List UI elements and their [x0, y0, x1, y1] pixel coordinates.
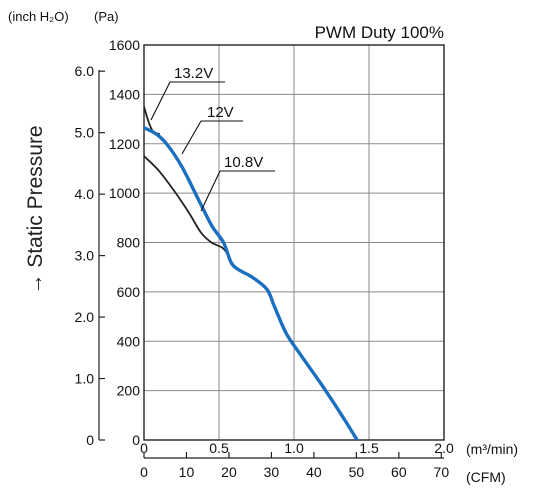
cfm-tick-label: 40 [306, 464, 322, 480]
pa-tick-label: 400 [117, 333, 141, 349]
annotation-leader-10-8v [200, 170, 221, 212]
pa-tick-label: 1400 [109, 86, 140, 102]
m3min-tick-label: 1.0 [284, 440, 304, 456]
annotation-leader-13-2v [150, 81, 171, 121]
series-layer [144, 105, 360, 440]
cfm-tick-label: 0 [140, 464, 148, 480]
cfm-tick-label: 60 [391, 464, 407, 480]
m3min-tick-label: 2.0 [434, 440, 454, 456]
series-line-10-8v [144, 155, 228, 254]
series-line-12v [144, 126, 360, 440]
unit-pa: (Pa) [94, 9, 119, 24]
cfm-tick-label: 70 [434, 464, 450, 480]
annotation-label-12v: 12V [207, 104, 234, 121]
inch-tick-label: 6.0 [75, 63, 95, 79]
inch-tick-label: 4.0 [75, 186, 95, 202]
grid-lines [144, 45, 444, 440]
pa-tick-label: 800 [117, 235, 141, 251]
pa-tick-label: 1600 [109, 37, 140, 53]
inch-tick-label: 1.0 [75, 371, 95, 387]
pa-tick-label: 1200 [109, 136, 140, 152]
cfm-tick-label: 30 [264, 464, 280, 480]
chart-title: PWM Duty 100% [315, 23, 444, 42]
labels-layer: (inch H₂O) (Pa) PWM Duty 100% (m³/min) (… [8, 9, 518, 485]
pa-tick-label: 0 [132, 432, 140, 448]
inch-tick-label: 5.0 [75, 125, 95, 141]
plot-frame [143, 44, 445, 441]
pa-tick-label: 1000 [109, 185, 140, 201]
annotation-label-13-2v: 13.2V [174, 65, 213, 82]
annotations-layer: 13.2V 12V 10.8V [150, 65, 275, 212]
y-axis-label: → Static Pressure [24, 125, 47, 294]
inch-tick-label: 3.0 [75, 248, 95, 264]
annotation-leader-12v [181, 120, 202, 155]
unit-cfm: (CFM) [466, 469, 506, 485]
cfm-tick-label: 20 [221, 464, 237, 480]
m3min-tick-label: 0 [140, 440, 148, 456]
inch-tick-label: 2.0 [75, 309, 95, 325]
pa-tick-label: 200 [117, 383, 141, 399]
pa-tick-label: 600 [117, 284, 141, 300]
m3min-tick-label: 0.5 [209, 440, 229, 456]
unit-m3min: (m³/min) [466, 441, 518, 457]
inch-tick-label: 0 [86, 432, 94, 448]
cfm-tick-label: 10 [179, 464, 195, 480]
m3min-tick-label: 1.5 [359, 440, 379, 456]
cfm-tick-label: 50 [349, 464, 365, 480]
unit-inch-h2o: (inch H₂O) [8, 9, 69, 24]
annotation-label-10-8v: 10.8V [224, 154, 263, 171]
